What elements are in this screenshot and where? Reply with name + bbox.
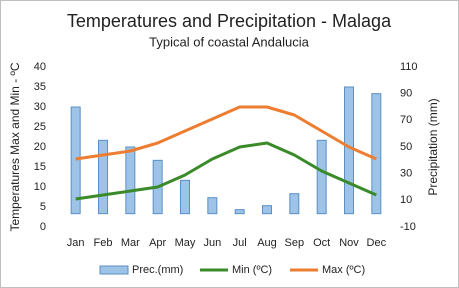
bar [180, 179, 190, 215]
bar [207, 197, 218, 215]
y-tick-label: 15 [34, 161, 46, 173]
line [75, 105, 377, 161]
y2-tick-label: 90 [400, 88, 412, 100]
chart-subtitle: Typical of coastal Andalucia [149, 34, 309, 49]
y-tick-label: 40 [34, 61, 46, 73]
y-tick-label: 0 [40, 221, 46, 233]
bar [234, 209, 245, 215]
legend-label: Min (ºC) [232, 264, 272, 276]
x-tick-label: Mar [121, 237, 140, 249]
x-tick-label: Aug [257, 237, 277, 249]
y-tick-label: 30 [34, 101, 46, 113]
bar [289, 193, 300, 215]
legend-swatch [99, 265, 129, 275]
x-tick-label: Nov [339, 237, 359, 249]
line [75, 141, 377, 201]
y-tick-label: 35 [34, 81, 46, 93]
x-tick-label: Apr [149, 237, 166, 249]
chart-title: Temperatures and Precipitation - Malaga [67, 11, 392, 31]
y2-tick-label: 30 [400, 168, 412, 180]
legend-label: Prec.(mm) [132, 264, 183, 276]
x-tick-label: Jun [203, 237, 221, 249]
x-tick-label: Jan [67, 237, 85, 249]
bar [125, 146, 136, 215]
x-tick-label: Oct [313, 237, 330, 249]
x-tick-label: Jul [233, 237, 247, 249]
y2-axis-title: Precipitation (mm) [426, 98, 440, 195]
y-tick-label: 20 [34, 141, 46, 153]
bar [262, 205, 272, 215]
y2-tick-label: -10 [400, 221, 416, 233]
y2-tick-label: 110 [400, 61, 418, 73]
bar [371, 93, 382, 215]
bar [70, 106, 81, 215]
bar [98, 139, 108, 215]
y-tick-label: 10 [34, 181, 46, 193]
y-axis-title: Temperatures Max and Min - ºC [8, 62, 22, 231]
y2-tick-label: 10 [400, 194, 412, 206]
y-tick-label: 5 [40, 201, 46, 213]
y-tick-label: 25 [34, 121, 46, 133]
x-tick-label: Dec [367, 237, 387, 249]
x-tick-label: Sep [285, 237, 305, 249]
legend-label: Max (ºC) [322, 264, 365, 276]
bar [316, 139, 327, 215]
x-tick-label: Feb [94, 237, 113, 249]
bar [344, 86, 354, 215]
y2-tick-label: 70 [400, 114, 412, 126]
y2-tick-label: 50 [400, 141, 412, 153]
x-tick-label: May [175, 237, 196, 249]
